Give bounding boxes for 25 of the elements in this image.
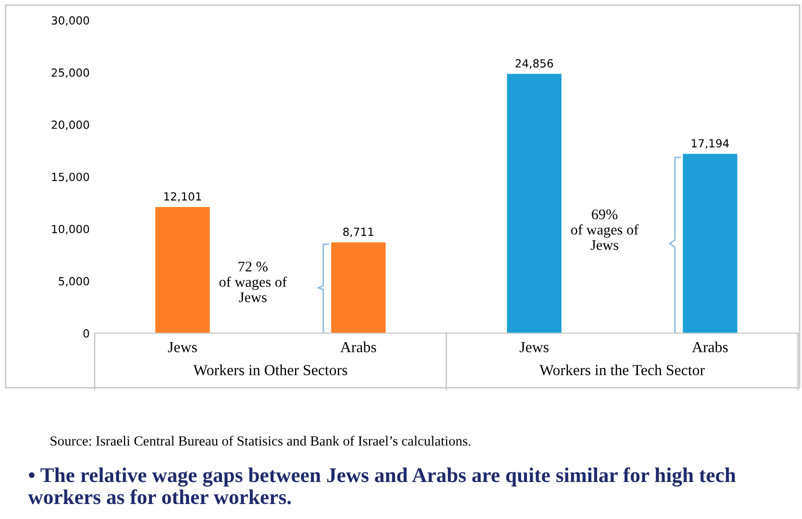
bar (682, 154, 738, 334)
data-label: 12,101 (164, 192, 201, 202)
x-tick-label: Jews (520, 342, 549, 352)
x-tick-label: Jews (168, 342, 197, 352)
bar (155, 206, 210, 334)
y-tick-label: 10,000 (52, 224, 90, 234)
text: Workers in the Tech Sector (539, 364, 705, 376)
data-label: 8,711 (343, 228, 374, 238)
x-tick-label: Arabs (340, 342, 376, 352)
y-tick-label: 20,000 (52, 120, 90, 130)
bar (506, 74, 562, 334)
x-tick-label: Arabs (692, 342, 728, 352)
y-tick-label: 25,000 (52, 68, 90, 78)
y-tick-label: 15,000 (52, 172, 90, 182)
bar (331, 242, 386, 334)
data-label: 17,194 (692, 139, 729, 149)
y-tick-label: 30,000 (52, 16, 90, 26)
data-label: 24,856 (516, 59, 553, 69)
y-tick-label: 5,000 (58, 277, 90, 287)
annotation: 72 % of wages of Jews (219, 262, 287, 302)
text: Workers in Other Sectors (193, 364, 348, 376)
source-note: Source: Israeli Central Bureau of Statisics and Bank of Israel’s calculations. (50, 436, 470, 446)
y-tick-label: 0 (83, 329, 90, 338)
annotation: 69% of wages of Jews (571, 209, 639, 250)
text: • The relative wage gaps between Jews and Arabs are quite similar for high tech workers as for other workers. (28, 467, 736, 504)
